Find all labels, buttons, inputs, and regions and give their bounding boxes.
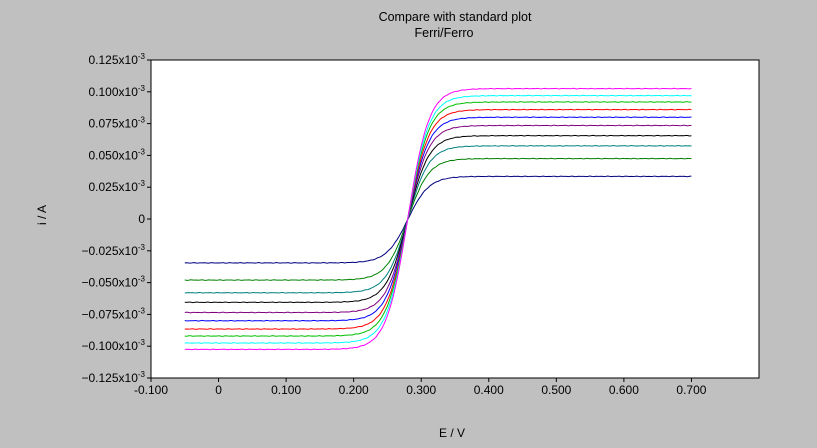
- y-tick-label: 0.100x10-3: [88, 84, 145, 99]
- series-line: [184, 108, 692, 330]
- y-axis-label: i / A: [35, 205, 49, 225]
- chart-title: Compare with standard plot: [379, 10, 532, 24]
- x-tick-label: 0.200: [339, 383, 369, 397]
- x-tick-label: 0.500: [541, 383, 571, 397]
- series-line: [184, 124, 692, 314]
- x-axis-label: E / V: [439, 426, 465, 440]
- series-line: [184, 87, 692, 351]
- x-tick-label: 0.600: [609, 383, 639, 397]
- x-tick-label: 0: [215, 383, 222, 397]
- y-tick-label: 0.025x10-3: [88, 179, 145, 194]
- y-tick-label: 0.125x10-3: [88, 52, 145, 67]
- chart-subtitle: Ferri/Ferro: [414, 26, 473, 40]
- series-line: [184, 94, 692, 344]
- series-layer: [184, 87, 692, 351]
- x-tick-label: -0.100: [134, 383, 168, 397]
- y-tick-label: −0.075x10-3: [81, 306, 145, 321]
- y-tick-label: 0: [138, 212, 145, 226]
- series-line: [184, 116, 692, 322]
- x-tick-label: 0.100: [271, 383, 301, 397]
- axis-layer: -0.100 0 0.100 0.200 0.300 0.400 0.500 0.600 0.7…: [81, 52, 706, 397]
- y-tick-label: 0.075x10-3: [88, 116, 145, 131]
- x-tick-label: 0.700: [676, 383, 706, 397]
- series-line: [184, 157, 692, 281]
- x-tick-label: 0.300: [406, 383, 436, 397]
- y-tick-label: −0.050x10-3: [81, 275, 145, 290]
- y-tick-label: 0.050x10-3: [88, 147, 145, 162]
- x-tick-label: 0.400: [474, 383, 504, 397]
- series-line: [184, 145, 692, 294]
- series-line: [184, 101, 692, 337]
- series-line: [184, 134, 692, 304]
- y-tick-label: −0.100x10-3: [81, 338, 145, 353]
- plot-area: [150, 59, 760, 379]
- series-line: [184, 175, 692, 264]
- y-tick-label: −0.125x10-3: [81, 370, 145, 385]
- y-tick-label: −0.025x10-3: [81, 243, 145, 258]
